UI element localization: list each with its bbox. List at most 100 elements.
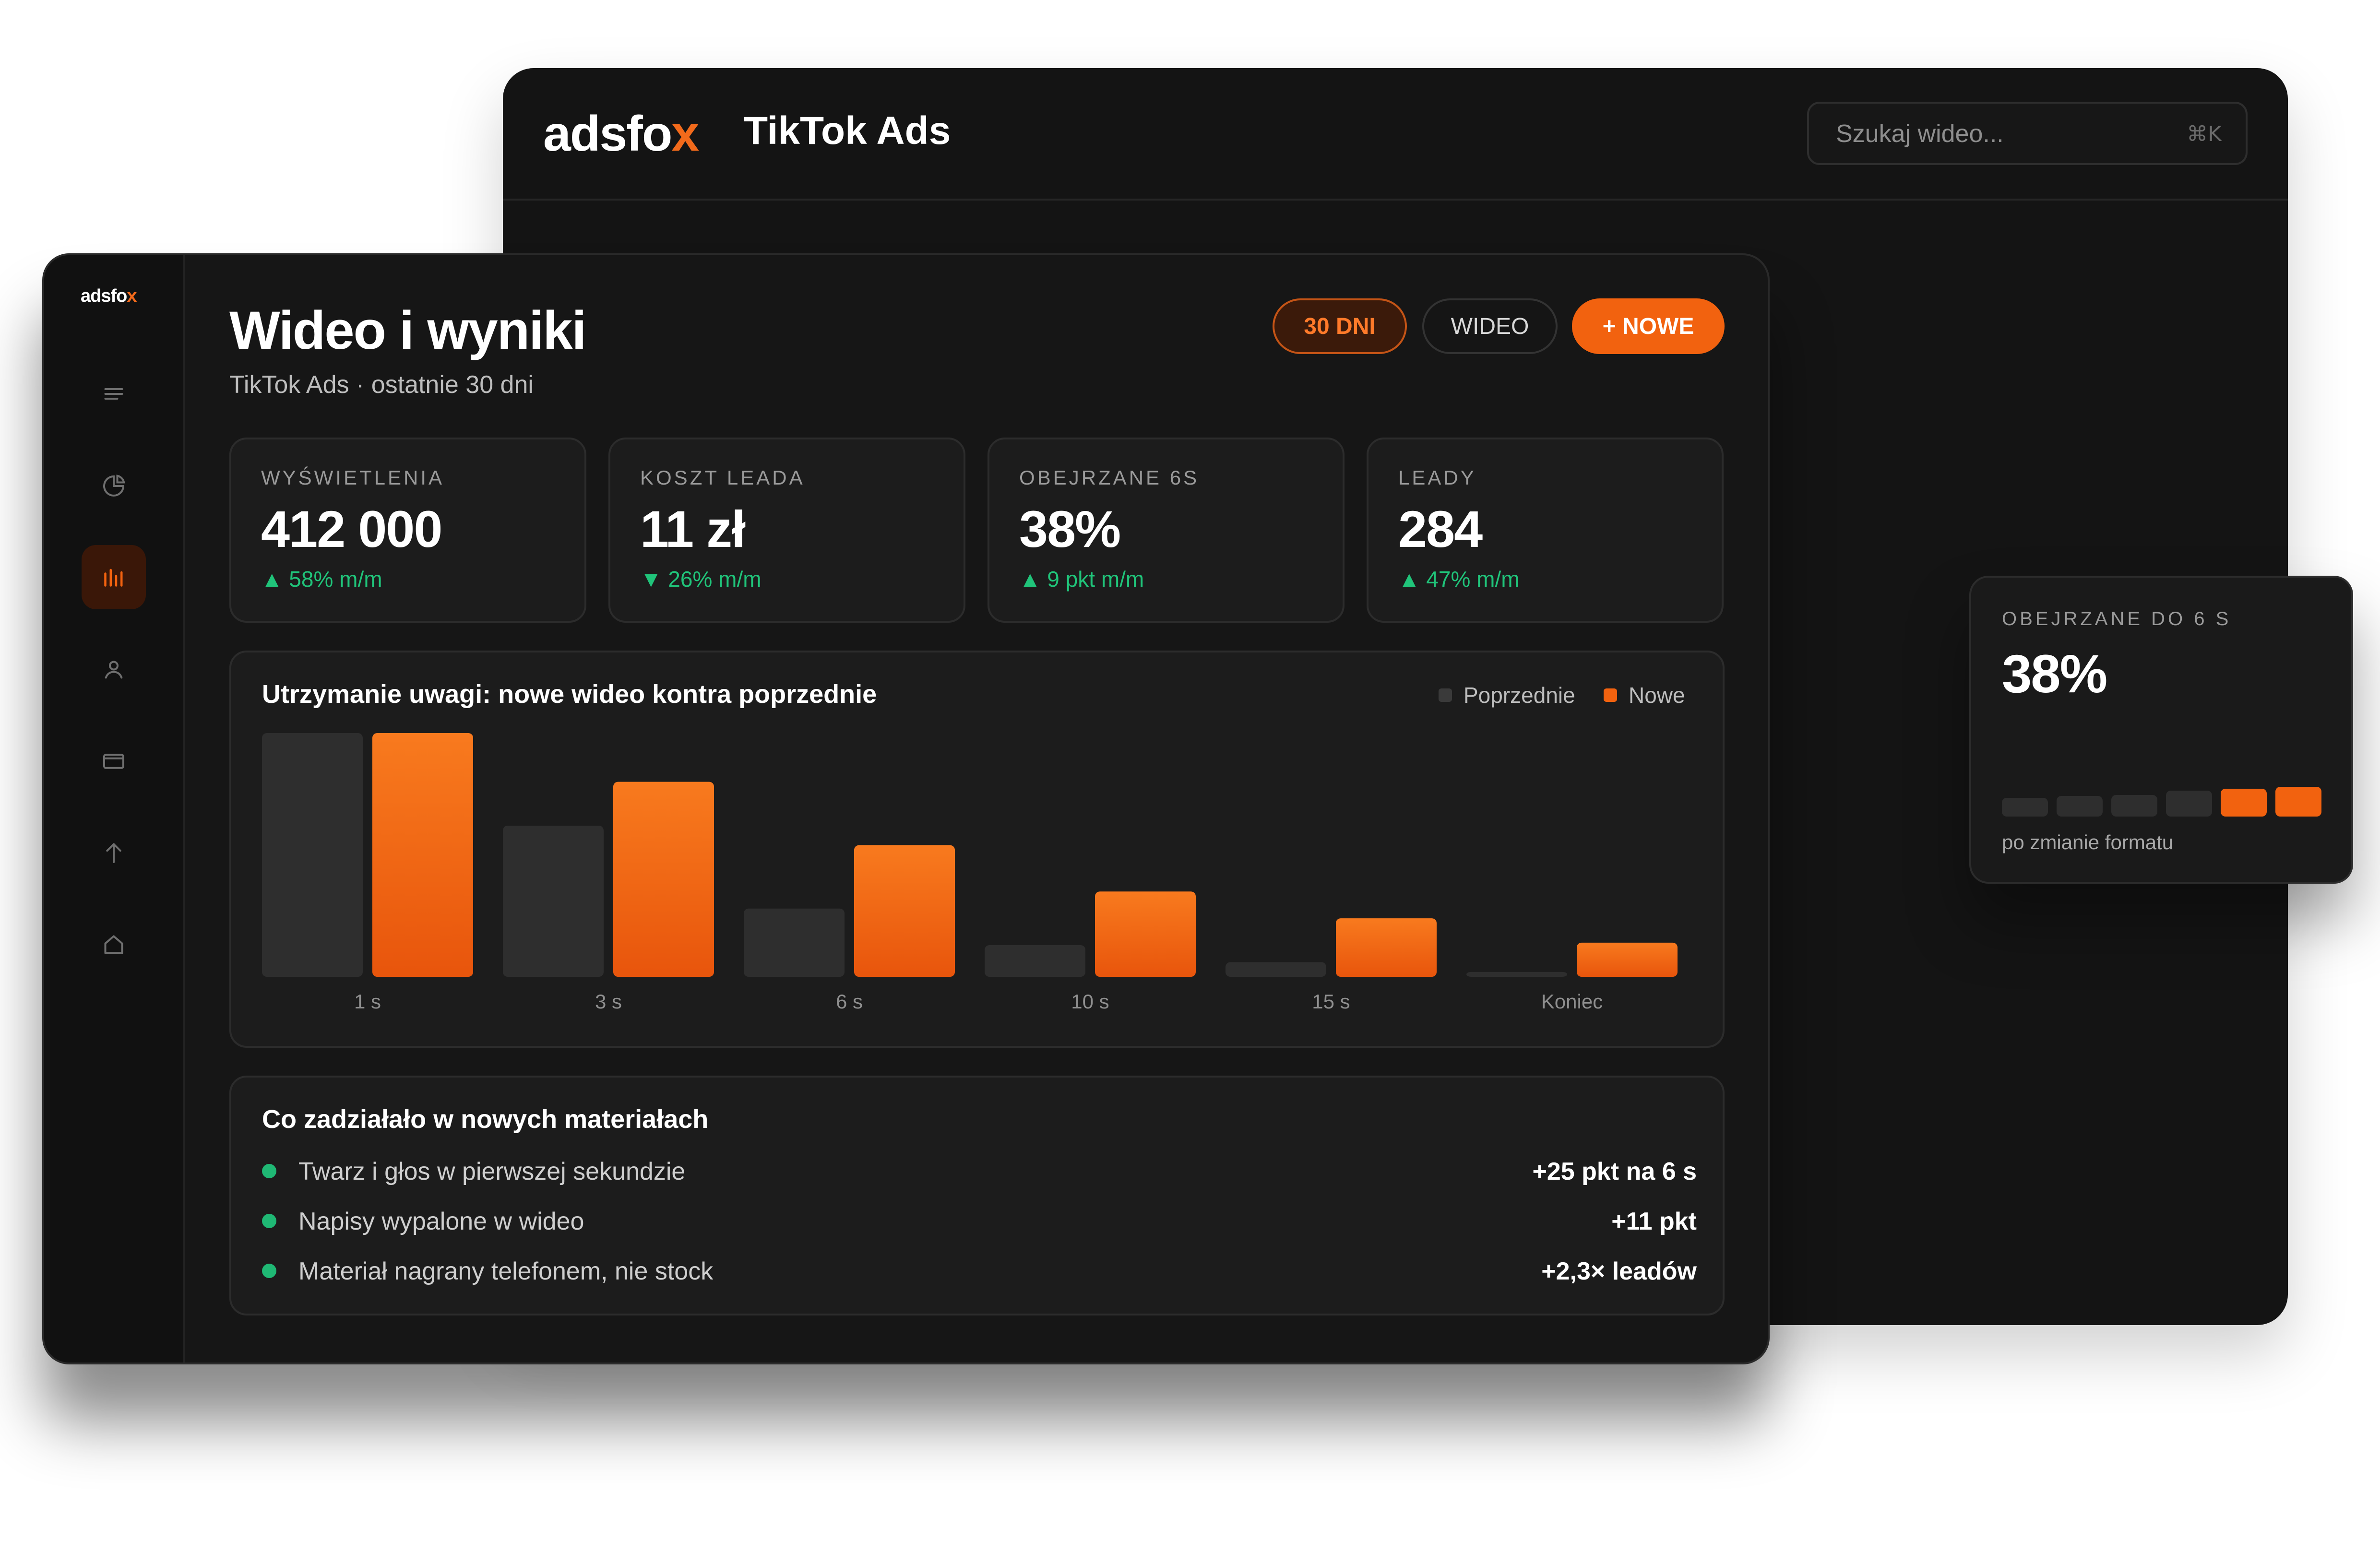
sidebar-item-analytics[interactable]	[82, 545, 146, 609]
list-item-text: Twarz i głos w pierwszej sekundzie	[298, 1158, 686, 1185]
sidebar: adsfox	[44, 255, 185, 1363]
legend-label: Nowe	[1629, 683, 1685, 708]
bar-new	[613, 782, 714, 977]
kpi-label: OBEJRZANE 6S	[1019, 466, 1200, 489]
legend-label: Poprzednie	[1464, 683, 1575, 708]
legend-swatch	[1439, 688, 1452, 702]
bar-previous	[262, 733, 363, 977]
dashboard-window: adsfox Wideo i wyniki TikTok Ads · ostat…	[42, 253, 1770, 1364]
app-title: TikTok Ads	[744, 109, 951, 153]
chart-title: Utrzymanie uwagi: nowe wideo kontra popr…	[262, 680, 877, 709]
kpi-label: LEADY	[1398, 466, 1476, 489]
progress-step	[2166, 791, 2212, 817]
bar-chart-icon	[104, 569, 123, 587]
search-input[interactable]	[1835, 104, 2173, 164]
kpi-card-lead-cost[interactable]: KOSZT LEADA 11 zł ▼ 26% m/m	[608, 438, 965, 623]
progress-step	[2057, 796, 2103, 817]
adsfox-logo[interactable]: adsfox	[543, 106, 699, 163]
bar-new	[372, 733, 473, 977]
progress-step	[2221, 789, 2267, 817]
sidebar-item-audience[interactable]	[82, 637, 146, 701]
progress-step	[2111, 795, 2157, 817]
logo-mark: x	[127, 286, 137, 306]
legend-item-previous: Poprzednie	[1439, 682, 1575, 708]
kpi-change: ▼ 26% m/m	[640, 567, 762, 592]
bar-new	[1095, 891, 1196, 977]
page-title: Wideo i wyniki	[229, 300, 587, 360]
bar-previous	[985, 945, 1085, 977]
progress-step	[2275, 787, 2321, 817]
sidebar-item-reports[interactable]	[82, 454, 146, 518]
kpi-label: WYŚWIETLENIA	[261, 466, 445, 489]
kpi-change: ▲ 9 pkt m/m	[1019, 567, 1144, 592]
bar-previous	[503, 826, 604, 977]
logo-text: adsfo	[81, 286, 127, 306]
pie-chart-icon	[103, 474, 125, 497]
stat-note: po zmianie formatu	[2002, 831, 2174, 853]
floating-stat-card: OBEJRZANE DO 6 S 38% po zmianie formatu	[1969, 576, 2353, 884]
x-tick-label: 10 s	[1071, 990, 1109, 1013]
kpi-label: KOSZT LEADA	[640, 466, 805, 489]
stat-label: OBEJRZANE DO 6 S	[2002, 608, 2232, 629]
sidebar-logo[interactable]: adsfox	[81, 286, 137, 307]
list-item-text: Materiał nagrany telefonem, nie stock	[298, 1257, 714, 1285]
status-dot	[262, 1264, 276, 1278]
x-tick-label: 1 s	[354, 990, 381, 1013]
page-subtitle: TikTok Ads · ostatnie 30 dni	[229, 371, 534, 399]
kpi-card-watched-6s[interactable]: OBEJRZANE 6S 38% ▲ 9 pkt m/m	[988, 438, 1345, 623]
list-item: Napisy wypalone w wideo +11 pkt	[262, 1204, 1697, 1238]
card-icon	[103, 754, 124, 769]
retention-bar-chart: 1 s 3 s 6 s 10 s 15 s Koniec	[262, 733, 1678, 1013]
list-item: Materiał nagrany telefonem, nie stock +2…	[262, 1254, 1697, 1288]
video-filter-button[interactable]: WIDEO	[1422, 298, 1558, 354]
sidebar-item-billing[interactable]	[82, 729, 146, 794]
top-bar: adsfox TikTok Ads ⌘K	[503, 68, 2288, 201]
period-30-days-button[interactable]: 30 DNI	[1273, 298, 1407, 354]
legend-item-new: Nowe	[1604, 682, 1685, 708]
list-item-text: Napisy wypalone w wideo	[298, 1208, 584, 1235]
add-new-button[interactable]: + NOWE	[1572, 298, 1725, 354]
bar-previous	[744, 908, 845, 977]
kpi-value: 38%	[1019, 500, 1121, 558]
kpi-change: ▲ 58% m/m	[261, 567, 382, 592]
list-item-result: +25 pkt na 6 s	[1532, 1158, 1697, 1185]
x-tick-label: 6 s	[836, 990, 863, 1013]
sidebar-item-home[interactable]	[82, 912, 146, 977]
list-item-result: +11 pkt	[1611, 1208, 1697, 1235]
search-box[interactable]: ⌘K	[1807, 102, 2248, 165]
list-item: Twarz i głos w pierwszej sekundzie +25 p…	[262, 1154, 1697, 1188]
menu-icon	[104, 388, 123, 400]
kpi-value: 412 000	[261, 500, 442, 558]
x-tick-label: Koniec	[1541, 990, 1603, 1013]
bar-previous	[1226, 962, 1326, 977]
x-tick-label: 3 s	[595, 990, 622, 1013]
kpi-change: ▲ 47% m/m	[1398, 567, 1520, 592]
kpi-value: 11 zł	[640, 500, 746, 558]
home-icon	[104, 935, 123, 954]
logo-mark: x	[671, 106, 699, 162]
wins-card: Co zadziałało w nowych materiałach Twarz…	[229, 1076, 1725, 1315]
wins-title: Co zadziałało w nowych materiałach	[262, 1105, 709, 1134]
status-dot	[262, 1214, 276, 1228]
arrow-up-icon	[106, 843, 121, 863]
bar-previous	[1466, 972, 1567, 977]
bar-new	[1336, 918, 1437, 977]
retention-chart-card: Utrzymanie uwagi: nowe wideo kontra popr…	[229, 651, 1725, 1048]
progress-step	[2002, 798, 2048, 817]
x-tick-label: 15 s	[1312, 990, 1350, 1013]
legend-swatch	[1604, 688, 1617, 702]
kpi-card-views[interactable]: WYŚWIETLENIA 412 000 ▲ 58% m/m	[229, 438, 586, 623]
stat-value: 38%	[2002, 644, 2107, 704]
logo-text: adsfo	[543, 106, 672, 162]
user-icon	[105, 661, 123, 679]
search-shortcut: ⌘K	[2187, 122, 2222, 146]
sidebar-item-menu[interactable]	[82, 362, 146, 426]
bar-new	[1577, 942, 1678, 977]
sidebar-item-upload[interactable]	[82, 820, 146, 885]
status-dot	[262, 1164, 276, 1178]
progress-steps	[2002, 787, 2321, 817]
kpi-value: 284	[1398, 500, 1483, 558]
list-item-result: +2,3× leadów	[1541, 1257, 1697, 1285]
bar-new	[854, 845, 955, 977]
kpi-card-leads[interactable]: LEADY 284 ▲ 47% m/m	[1367, 438, 1724, 623]
